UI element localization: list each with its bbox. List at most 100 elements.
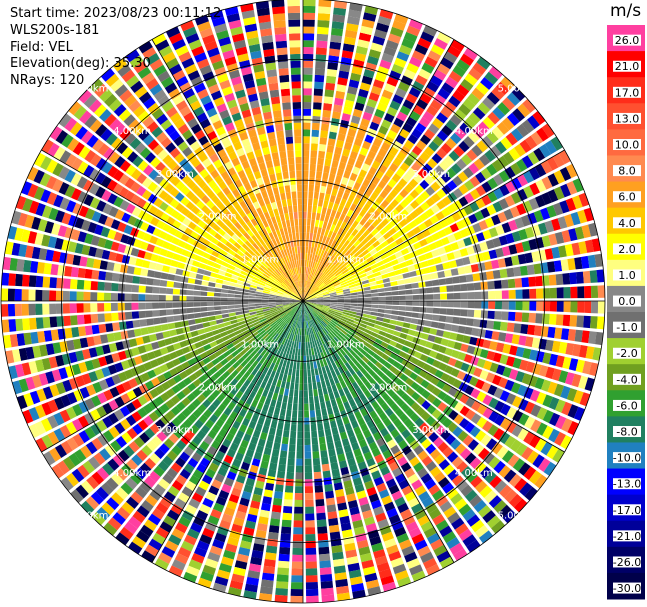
gate-cell <box>378 125 389 135</box>
gate-cell <box>336 290 344 294</box>
gate-cell <box>367 395 376 404</box>
gate-cell <box>305 335 308 343</box>
gate-cell <box>142 177 153 188</box>
gate-cell <box>409 372 419 381</box>
gate-cell <box>66 437 79 451</box>
gate-cell <box>305 266 308 274</box>
gate-cell <box>564 214 574 228</box>
gate-cell <box>390 26 404 38</box>
gate-cell <box>363 221 372 229</box>
gate-cell <box>45 343 55 356</box>
gate-cell <box>307 274 310 282</box>
gate-cell <box>453 292 461 300</box>
gate-cell <box>542 409 554 424</box>
gate-cell <box>314 395 320 404</box>
gate-cell <box>255 271 263 277</box>
gate-cell <box>438 459 450 471</box>
gate-cell <box>259 509 270 518</box>
gate-cell <box>191 45 205 57</box>
gate-cell <box>246 188 255 197</box>
gate-cell <box>538 458 551 472</box>
gate-cell <box>262 304 270 308</box>
gate-cell <box>337 453 346 462</box>
gate-cell <box>122 381 132 392</box>
gate-cell <box>432 117 444 129</box>
gate-cell <box>377 308 385 313</box>
gate-cell <box>54 237 64 250</box>
gate-cell <box>125 75 140 88</box>
gate-cell <box>336 243 343 251</box>
gate-cell <box>94 83 108 98</box>
gate-cell <box>49 384 60 397</box>
gate-cell <box>53 428 66 442</box>
gate-cell <box>381 209 390 218</box>
gate-cell <box>432 359 441 369</box>
gate-cell <box>313 347 318 355</box>
gate-cell <box>329 455 338 464</box>
gate-cell <box>140 221 150 232</box>
gate-cell <box>104 354 114 365</box>
gate-cell <box>466 225 476 236</box>
gate-cell <box>127 215 137 226</box>
gate-cell <box>397 81 410 92</box>
gate-cell <box>336 84 347 93</box>
gate-cell <box>106 497 120 511</box>
gate-cell <box>366 197 375 206</box>
gate-cell <box>362 229 371 238</box>
gate-cell <box>282 301 290 304</box>
gate-cell <box>488 249 498 260</box>
gate-cell <box>463 47 478 61</box>
gate-cell <box>183 111 195 123</box>
gate-cell <box>28 407 40 421</box>
gate-cell <box>152 227 162 237</box>
gate-cell <box>221 388 230 397</box>
gate-cell <box>192 435 203 446</box>
gate-cell <box>215 258 224 265</box>
gate-cell <box>258 364 266 373</box>
gate-cell <box>462 434 474 447</box>
gate-cell <box>330 297 338 300</box>
gate-cell <box>335 325 342 331</box>
gate-cell <box>276 278 283 284</box>
gate-cell <box>418 222 428 232</box>
gate-cell <box>222 397 231 407</box>
gate-cell <box>283 506 293 514</box>
gate-cell <box>282 302 290 305</box>
gate-cell <box>356 539 369 549</box>
gate-cell <box>214 576 229 587</box>
gate-cell <box>398 479 410 490</box>
gate-cell <box>141 72 155 85</box>
gate-cell <box>371 447 381 457</box>
gate-cell <box>351 115 361 125</box>
gate-cell <box>277 319 284 326</box>
gate-cell <box>418 68 431 80</box>
gate-cell <box>318 264 324 272</box>
gate-cell <box>292 534 303 542</box>
gate-cell <box>258 467 268 476</box>
gate-cell <box>318 199 324 207</box>
gate-cell <box>416 345 425 353</box>
gate-cell <box>169 198 180 209</box>
gate-cell <box>341 50 354 59</box>
gate-cell <box>270 264 277 271</box>
gate-cell <box>255 370 262 379</box>
gate-cell <box>260 349 267 357</box>
gate-cell <box>315 248 320 256</box>
gate-cell <box>384 287 392 292</box>
gate-cell <box>282 330 288 338</box>
gate-cell <box>364 134 374 144</box>
gate-cell <box>481 291 489 300</box>
gate-cell <box>295 465 303 473</box>
gate-cell <box>318 314 325 320</box>
gate-cell <box>316 279 322 286</box>
gate-cell <box>199 168 209 179</box>
gate-cell <box>514 478 527 492</box>
gate-cell <box>308 320 312 328</box>
gate-cell <box>477 262 486 272</box>
gate-cell <box>294 289 300 296</box>
gate-cell <box>440 57 454 70</box>
gate-cell <box>515 346 525 358</box>
gate-cell <box>248 304 256 307</box>
gate-cell <box>277 560 290 569</box>
gate-cell <box>285 270 291 278</box>
